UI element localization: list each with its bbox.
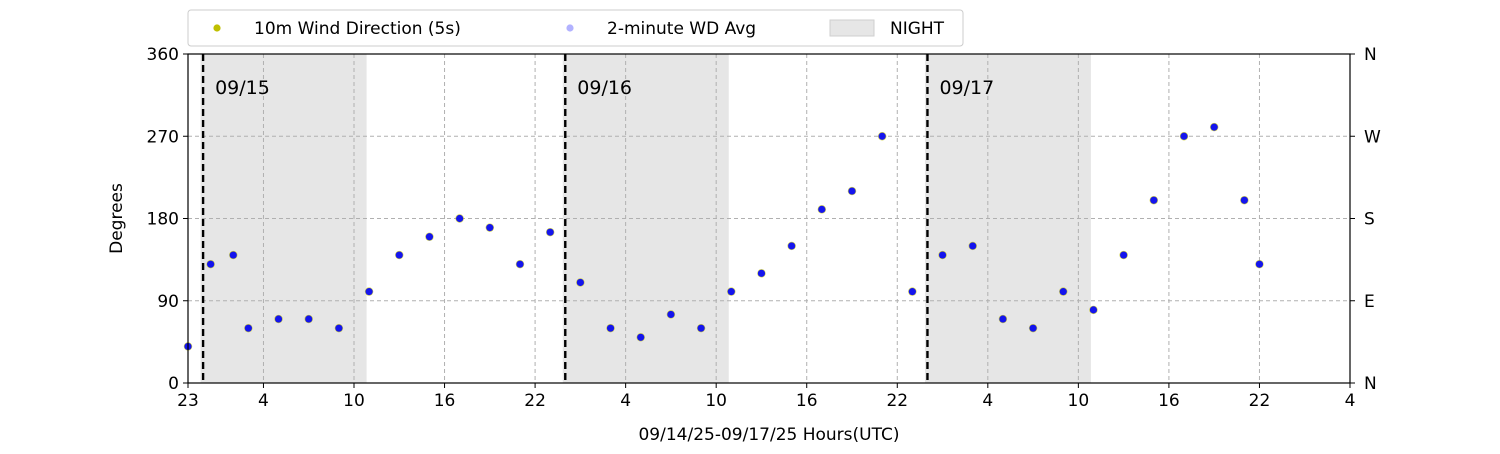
x-axis-ticks: 23 4 10 16 22 4 10 16 22 4 10 16 22 4	[177, 383, 1355, 411]
wd-2min-avg-point	[1029, 324, 1037, 332]
wd-2min-avg-point	[1150, 196, 1158, 204]
legend-marker-2min	[566, 24, 574, 32]
x-tick-label: 4	[1345, 391, 1356, 411]
wd-2min-avg-point	[1089, 306, 1098, 314]
wd-2min-avg-point	[1255, 260, 1264, 268]
y-tick-label: 90	[157, 292, 179, 312]
x-tick-label: 10	[343, 391, 365, 411]
wd-2min-avg-point	[999, 315, 1007, 323]
wd-2min-avg-point	[818, 205, 826, 213]
x-tick-label: 4	[258, 391, 269, 411]
right-tick-label: N	[1364, 45, 1377, 65]
wd-2min-avg-point	[244, 324, 252, 332]
right-tick-label: N	[1364, 374, 1377, 394]
day-marker-label: 09/17	[939, 77, 994, 99]
x-tick-label: 10	[705, 391, 727, 411]
wd-2min-avg-point	[456, 214, 464, 223]
wd-2min-avg-point	[938, 251, 947, 259]
day-marker-label: 09/16	[577, 77, 632, 99]
wd-2min-avg-point	[425, 233, 434, 241]
wd-2min-avg-point	[305, 315, 313, 323]
wd-2min-avg-point	[1059, 288, 1067, 296]
x-tick-label: 22	[886, 391, 908, 411]
wd-2min-avg-point	[788, 242, 796, 250]
wd-2min-avg-point	[365, 288, 373, 296]
wd-2min-avg-point	[546, 228, 554, 236]
wd-2min-avg-point	[1180, 132, 1188, 140]
wd-2min-avg-point	[1240, 196, 1248, 204]
wd-2min-avg-point	[757, 269, 766, 277]
day-marker-layer: 09/15 09/16 09/17	[201, 54, 994, 383]
x-tick-label: 10	[1068, 391, 1090, 411]
y-tick-label: 270	[147, 127, 179, 147]
y-tick-label: 180	[147, 210, 179, 230]
wd-2min-avg-point	[727, 288, 735, 296]
right-tick-label: S	[1364, 210, 1375, 230]
x-tick-label: 4	[982, 391, 993, 411]
wd-2min-avg-point	[697, 324, 705, 332]
wd-2min-avg-point	[908, 288, 916, 296]
x-tick-label: 16	[1158, 391, 1180, 411]
wd-2min-avg-point	[848, 187, 856, 195]
y-axis-ticks: 0 90 180 270 360	[147, 45, 188, 394]
wd-2min-avg-point	[576, 278, 584, 287]
wd-2min-avg-point	[969, 242, 977, 250]
x-axis-label: 09/14/25-09/17/25 Hours(UTC)	[638, 425, 899, 445]
y-tick-label: 360	[147, 45, 179, 65]
x-tick-label: 16	[434, 391, 456, 411]
legend-label-night: NIGHT	[890, 19, 945, 39]
right-axis-ticks: N E S W N	[1350, 45, 1381, 394]
wd-2min-avg-point	[229, 251, 237, 259]
legend-box	[187, 9, 964, 47]
legend-label-5s: 10m Wind Direction (5s)	[254, 19, 461, 39]
wd-2min-avg-point	[335, 324, 343, 332]
x-tick-label: 4	[620, 391, 631, 411]
wd-2min-avg-point	[878, 132, 886, 140]
legend: 10m Wind Direction (5s) 2-minute WD Avg …	[187, 9, 964, 47]
wd-2min-avg-series	[184, 123, 1264, 351]
wd-2min-avg-point	[207, 260, 215, 268]
y-axis-label: Degrees	[107, 183, 127, 254]
wd-2min-avg-point	[486, 224, 494, 232]
wd-2min-avg-point	[637, 333, 645, 341]
grid-layer	[188, 54, 1350, 383]
day-marker-label: 09/15	[215, 77, 270, 99]
wd-2min-avg-point	[516, 260, 524, 268]
right-tick-label: E	[1364, 292, 1375, 312]
y-tick-label: 0	[168, 374, 179, 394]
legend-patch-night	[829, 19, 875, 37]
wd-2min-avg-point	[395, 251, 403, 259]
right-tick-label: W	[1364, 127, 1381, 147]
wd-2min-avg-point	[274, 315, 283, 323]
wd-2min-avg-point	[1210, 123, 1218, 131]
x-tick-label: 23	[177, 391, 199, 411]
wd-2min-avg-point	[667, 310, 675, 319]
legend-marker-5s	[213, 24, 221, 32]
wd-2min-avg-point	[1120, 251, 1128, 259]
x-tick-label: 22	[1249, 391, 1271, 411]
x-tick-label: 16	[796, 391, 818, 411]
x-tick-label: 22	[524, 391, 546, 411]
wd-2min-avg-point	[606, 324, 615, 332]
legend-label-2min: 2-minute WD Avg	[607, 19, 756, 39]
